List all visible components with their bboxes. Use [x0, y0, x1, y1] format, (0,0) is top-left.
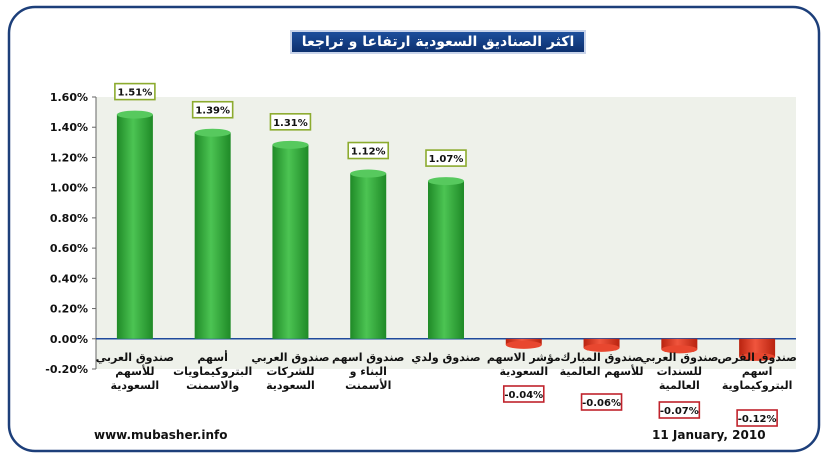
bar	[272, 144, 309, 339]
bar-cap	[739, 352, 776, 361]
bar	[350, 173, 387, 339]
y-tick-label: -0.20%	[45, 363, 88, 376]
category-label: صندوق العربي	[640, 351, 718, 364]
bar	[116, 114, 153, 339]
footer-website: www.mubasher.info	[94, 428, 228, 442]
y-tick-label: 0.80%	[50, 212, 88, 225]
bar	[583, 338, 620, 348]
data-label: -0.04%	[504, 390, 543, 401]
bar	[661, 338, 698, 350]
data-label: -0.07%	[660, 406, 699, 417]
data-label-box	[347, 141, 390, 160]
y-axis: 1.60% 1.40% 1.20% 1.00% 0.80% 0.60% 0.40% 0.20%…	[45, 91, 796, 376]
data-label-box	[114, 82, 156, 101]
y-tick-label: 0.40%	[50, 272, 88, 285]
category-label: والاسمنت	[186, 379, 239, 392]
category-label: صندوق ولدي	[411, 351, 480, 364]
data-label-box	[736, 409, 778, 427]
bar	[739, 338, 776, 357]
y-tick-label: 1.40%	[50, 121, 88, 134]
data-label-box	[425, 149, 467, 167]
bar-cap	[428, 177, 464, 186]
category-label: العالمية	[659, 379, 700, 392]
data-label-box	[269, 113, 312, 131]
category-label: السعودية	[499, 365, 548, 378]
data-label: 1.39%	[195, 106, 230, 117]
y-tick-label: 0.00%	[50, 333, 88, 346]
bars-group	[116, 110, 776, 361]
data-label: 1.07%	[429, 154, 464, 165]
data-label: 1.31%	[273, 118, 308, 129]
footer-date: 11 January, 2010	[652, 428, 766, 442]
bar-cap	[350, 169, 387, 178]
data-label: -0.06%	[582, 398, 621, 409]
category-label: للأسهم	[115, 364, 154, 378]
bar	[194, 132, 231, 339]
bar-cap	[116, 110, 153, 119]
category-label: صندوق المبارك	[560, 351, 642, 364]
category-label: السعودية	[111, 379, 160, 392]
category-label: صندوق الفرص	[717, 351, 796, 364]
category-label: السعودية	[266, 379, 315, 392]
category-label: البناء و	[349, 365, 387, 378]
data-label-box	[658, 401, 701, 419]
y-tick-label: 0.20%	[50, 303, 88, 316]
data-label-box	[580, 393, 623, 411]
bar-cap	[661, 345, 698, 354]
bar-cap	[194, 128, 231, 137]
category-label: للسندات	[657, 365, 702, 378]
bar-cap	[583, 343, 620, 352]
bar-cap	[505, 340, 542, 349]
category-label: صندوق العربي	[251, 351, 329, 364]
category-label: صندوق اسهم	[332, 351, 404, 364]
category-label: أسهم	[197, 350, 227, 364]
category-label: للأسهم العالمية	[560, 364, 644, 378]
bar	[428, 181, 464, 339]
data-label-box	[502, 385, 545, 403]
category-labels-group: صندوق العربيللأسهمالسعوديةأسهمالبتروكيما…	[96, 350, 797, 392]
data-label: -0.12%	[738, 414, 777, 425]
chart-title: اكثر الصناديق السعودية ارتفاعا و تراجعا	[290, 30, 586, 54]
data-label: 1.12%	[351, 147, 386, 158]
data-label-box	[191, 100, 234, 119]
y-tick-label: 0.60%	[50, 242, 88, 255]
y-tick-label: 1.00%	[50, 182, 88, 195]
category-label: اسهم	[742, 365, 772, 378]
category-label: البتروكيماويات	[173, 365, 252, 378]
data-label: 1.51%	[118, 88, 153, 99]
category-label: الأسمنت	[345, 378, 391, 392]
category-label: مؤشر الاسهم	[487, 351, 561, 364]
bar-cap	[272, 140, 309, 149]
category-label: للشركات	[266, 365, 314, 378]
category-label: صندوق العربي	[96, 351, 174, 364]
y-tick-label: 1.60%	[50, 91, 88, 104]
category-label: البتروكيماوية	[722, 379, 793, 392]
y-tick-label: 1.20%	[50, 151, 88, 164]
data-labels-group: 1.51% 1.39% 1.31% 1.12% 1.07% -0.04% -0.06% -0.…	[114, 82, 778, 427]
